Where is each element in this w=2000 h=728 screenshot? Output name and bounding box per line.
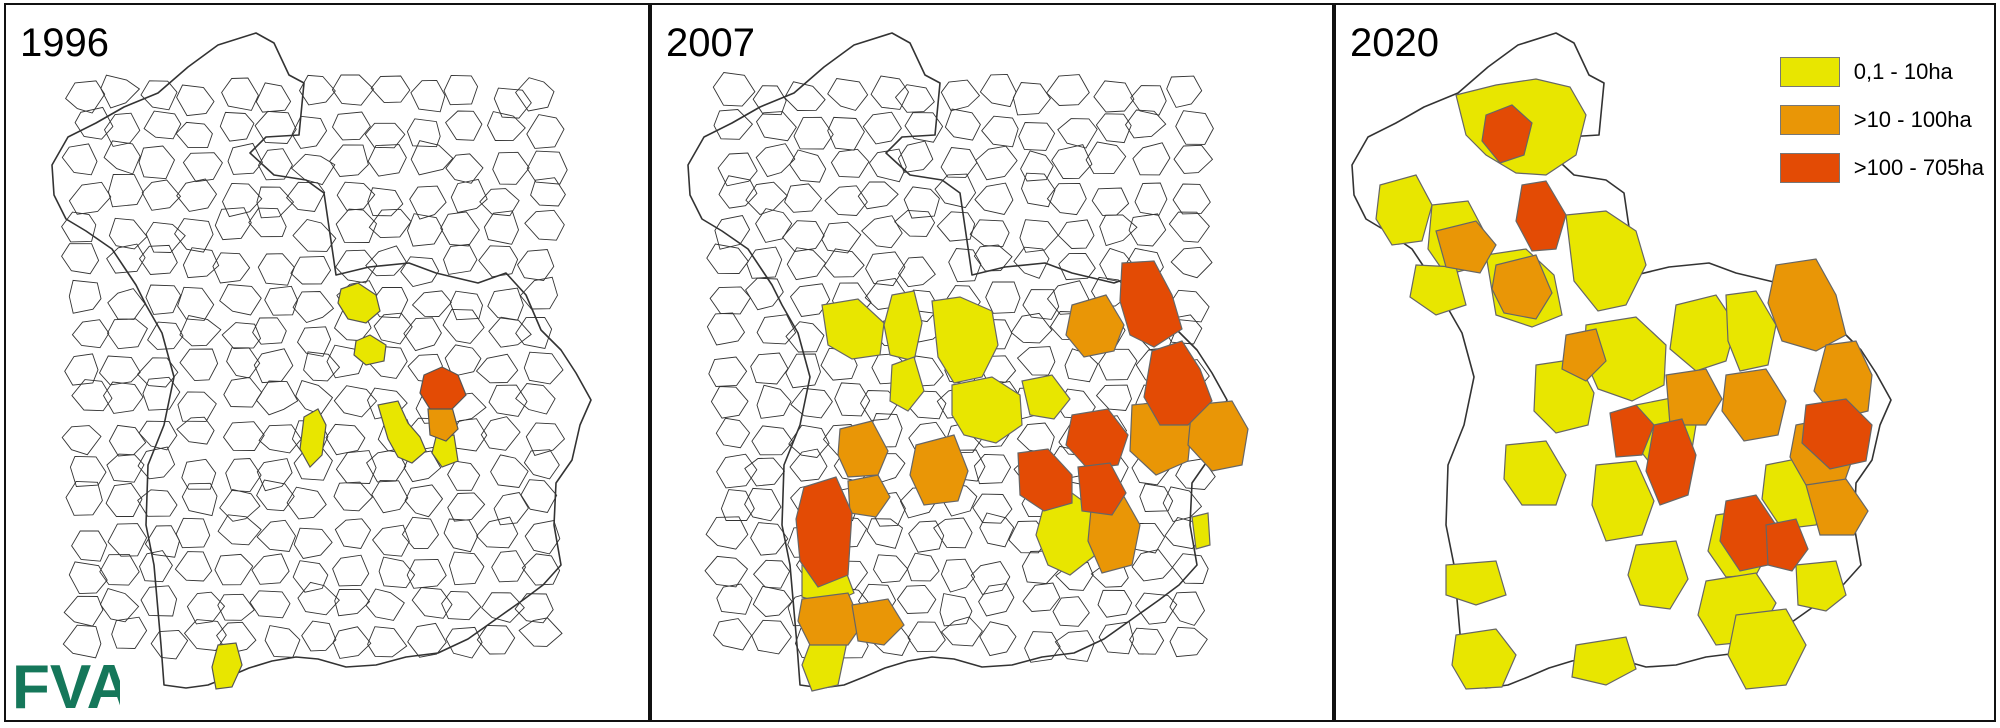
legend-swatch xyxy=(1779,57,1840,87)
district-yellow xyxy=(299,408,327,468)
map-2007 xyxy=(687,32,1249,692)
district-yellow xyxy=(353,334,387,366)
map-panel-1996: 1996 FVA xyxy=(4,3,650,722)
legend-label: 0,1 - 10ha xyxy=(1853,59,1953,84)
legend-label: >10 - 100ha xyxy=(1853,107,1972,132)
district-yellow xyxy=(211,642,243,690)
fva-logo: FVA xyxy=(10,652,120,716)
legend-swatch xyxy=(1779,153,1840,183)
map-panel-2007: 2007 xyxy=(650,3,1334,722)
district-yellow xyxy=(337,282,381,324)
map-2020 xyxy=(1351,32,1892,690)
legend-swatch xyxy=(1779,105,1840,135)
panel-year-label: 2020 xyxy=(1350,21,1439,65)
state-outline xyxy=(51,32,592,689)
map-panel-2020: 2020 0,1 - 10ha >10 - 100ha >100 - 705ha xyxy=(1334,3,1996,722)
legend-label: >100 - 705ha xyxy=(1853,155,1984,180)
district-yellow xyxy=(377,400,427,464)
svg-text:FVA: FVA xyxy=(12,653,120,716)
fva-logo-icon: FVA xyxy=(12,653,120,716)
legend-item-large: >100 - 705ha xyxy=(1779,145,1984,191)
legend-item-medium: >10 - 100ha xyxy=(1779,97,1984,143)
district-red xyxy=(419,366,467,410)
legend-item-small: 0,1 - 10ha xyxy=(1779,49,1984,95)
panel-year-label: 2007 xyxy=(666,21,755,65)
panel-year-label: 1996 xyxy=(20,21,109,65)
legend: 0,1 - 10ha >10 - 100ha >100 - 705ha xyxy=(1779,49,1984,193)
map-1996 xyxy=(51,32,592,690)
